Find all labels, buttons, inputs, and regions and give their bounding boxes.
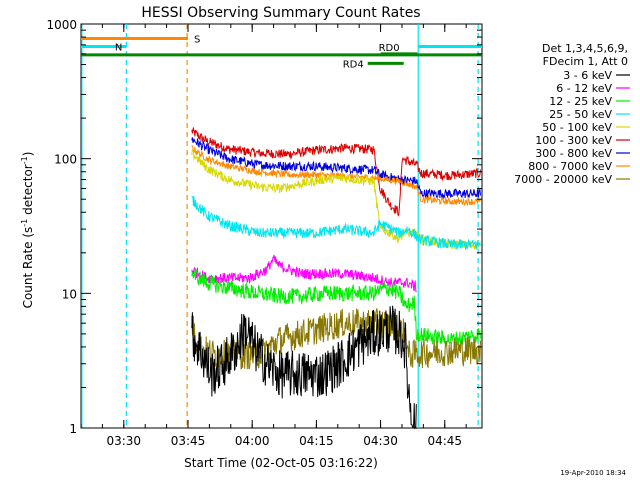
series-line-8	[191, 305, 417, 430]
y-axis-ticks: 1 10 100 1000	[46, 18, 482, 436]
series-line-6	[191, 268, 481, 349]
legend-label-5: 100 - 300 keV	[535, 134, 612, 147]
data-series	[191, 127, 481, 430]
legend-label-0: 3 - 6 keV	[563, 69, 612, 82]
status-label-n: N	[115, 43, 122, 54]
x-tick-label-3: 04:15	[299, 434, 334, 448]
timestamp-footer: 19-Apr-2010 18:34	[560, 469, 626, 477]
y-axis-label-end: detector	[21, 164, 35, 219]
x-tick-label-2: 04:00	[235, 434, 270, 448]
y-axis-label-sup: -1	[20, 219, 29, 227]
series-line-0	[191, 127, 481, 217]
series-line-7	[191, 308, 481, 370]
legend-header-line-1: Det 1,3,4,5,6,9,	[542, 42, 628, 55]
legend-label-6: 300 - 800 keV	[535, 147, 612, 160]
series-line-5	[191, 254, 417, 293]
legend-label-8: 7000 - 20000 keV	[514, 173, 612, 186]
x-tick-label-4: 04:30	[363, 434, 398, 448]
legend-header-line-2: FDecim 1, Att 0	[543, 55, 628, 68]
series-line-1	[191, 137, 481, 200]
series-line-4	[191, 195, 481, 251]
x-axis-ticks: 03:30 03:45 04:00 04:15 04:30 04:45	[80, 24, 467, 448]
status-label-s: S	[194, 35, 200, 46]
x-axis-label: Start Time (02-Oct-05 03:16:22)	[184, 456, 378, 470]
legend-label-2: 12 - 25 keV	[549, 95, 612, 108]
status-label-rd4: RD4	[343, 59, 364, 70]
y-axis-label-main: Count Rate (s	[21, 227, 35, 309]
legend-label-3: 25 - 50 keV	[549, 108, 612, 121]
y-tick-label-0: 1	[69, 422, 77, 436]
y-axis-label: Count Rate (s-1 detector-1)	[20, 152, 35, 309]
legend-label-7: 800 - 7000 keV	[528, 160, 612, 173]
plot-border	[80, 23, 483, 429]
x-tick-label-5: 04:45	[427, 434, 462, 448]
y-tick-label-1: 10	[62, 287, 77, 301]
status-bars: S N RD0 RD4	[81, 35, 482, 70]
legend: Det 1,3,4,5,6,9, FDecim 1, Att 0 3 - 6 k…	[514, 42, 630, 186]
y-axis-label-close: )	[21, 152, 35, 157]
legend-label-1: 6 - 12 keV	[556, 82, 612, 95]
x-tick-label-0: 03:30	[106, 434, 141, 448]
y-tick-label-2: 100	[54, 153, 77, 167]
x-tick-label-1: 03:45	[171, 434, 206, 448]
status-label-rd0: RD0	[379, 43, 400, 54]
chart-title: HESSI Observing Summary Count Rates	[141, 5, 420, 21]
legend-label-4: 50 - 100 keV	[542, 121, 612, 134]
y-tick-label-3: 1000	[46, 18, 77, 32]
plot-frame	[80, 23, 483, 429]
y-axis-label-sup2: -1	[20, 156, 29, 164]
